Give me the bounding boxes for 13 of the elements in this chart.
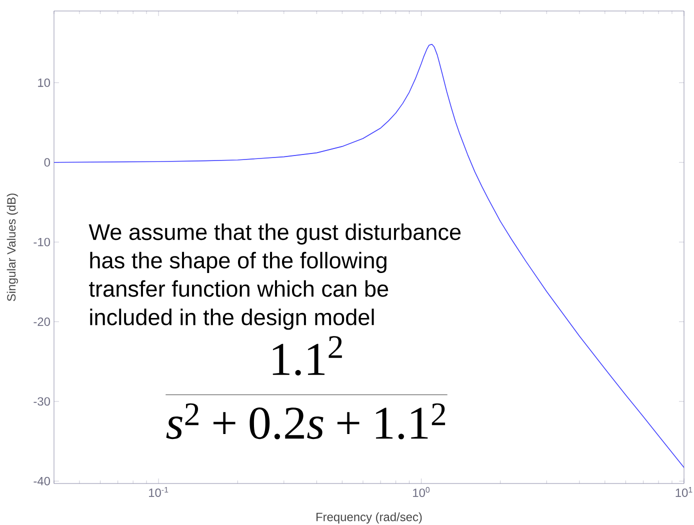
y-tick-label: 10 xyxy=(38,78,50,87)
y-tick-label: -20 xyxy=(34,318,50,326)
y-axis-title: Singular Values (dB) xyxy=(6,194,18,302)
x-tick-label: 10$^{0}$ xyxy=(413,487,430,498)
y-tick-label: -10 xyxy=(34,238,50,246)
x-axis-title: Frequency (rad/sec) xyxy=(316,512,422,524)
x-tick-label: 10$^{1}$ xyxy=(676,487,692,497)
annotation: We assume that the gust disturbance has the shape of the following transfer function which can be included in the design model xyxy=(88,223,461,330)
y-tick-label: -40 xyxy=(34,476,50,486)
y-tick-label: -30 xyxy=(34,397,50,406)
annotation: $\frac{1.1^{2}}{s^{2}+0.2s+1.1^{2}}$ xyxy=(166,336,448,440)
x-tick-label: 10$^{-1}$ xyxy=(149,487,168,497)
y-tick-label: 0 xyxy=(44,158,50,167)
